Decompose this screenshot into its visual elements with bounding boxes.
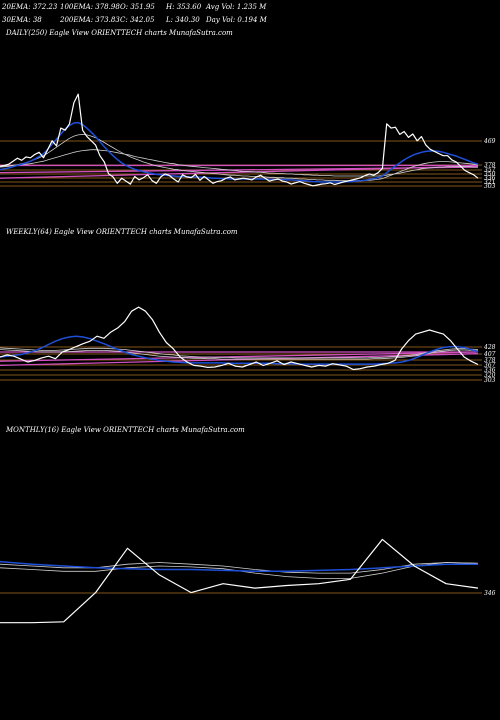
level-label: 303 [484,183,496,190]
moving-average-line [0,560,478,573]
moving-average-line [0,347,479,359]
level-label: 320 [484,372,496,379]
level-label: 469 [483,138,496,145]
level-label: 336 [484,367,496,374]
header-high: H: 353.60 [165,3,202,11]
level-label: 428 [483,344,496,351]
header: 20EMA: 372.23 100EMA: 378.98 O: 351.95 H… [1,3,268,24]
monthly-panel-title: MONTHLY(16) Eagle View ORIENTTECH charts… [5,426,245,434]
header-avg-vol: Avg Vol: 1.235 M [205,3,267,11]
moving-average-line [0,349,479,360]
moving-average-line [0,149,478,177]
moving-average-line [0,335,479,365]
daily-panel: DAILY(250) Eagle View ORIENTTECH charts … [0,29,496,190]
trend-line [0,165,479,179]
price-line [0,93,479,187]
level-label: 336 [484,175,496,182]
level-label: 350 [484,171,496,178]
weekly-panel-title: WEEKLY(64) Eagle View ORIENTTECH charts … [6,228,238,236]
header-open: O: 351.95 [120,3,155,11]
level-label: 407 [483,351,496,358]
level-label: 378 [484,357,496,364]
moving-average-line [0,133,479,182]
monthly-panel: MONTHLY(16) Eagle View ORIENTTECH charts… [0,426,496,624]
header-200ema: 200EMA: 373.83 [59,16,120,24]
daily-panel-title: DAILY(250) Eagle View ORIENTTECH charts … [5,29,233,37]
level-label: 346 [484,590,496,597]
level-label: 357 [484,167,496,174]
level-label: 321 [484,179,495,186]
price-line [0,306,479,371]
level-label: 303 [484,377,496,384]
header-close: C: 342.05 [120,16,155,24]
header-30ema: 30EMA: 38 [2,16,42,24]
header-20ema: 20EMA: 372.23 [1,3,58,11]
level-label: 367 [484,362,496,369]
moving-average-line [0,121,479,183]
header-100ema: 100EMA: 378.98 [60,3,120,11]
price-line [0,538,479,624]
weekly-panel: WEEKLY(64) Eagle View ORIENTTECH charts … [0,228,496,384]
level-label: 378 [484,162,496,169]
header-low: L: 340.30 [165,16,200,24]
header-day-vol: Day Vol: 0.194 M [205,16,268,24]
